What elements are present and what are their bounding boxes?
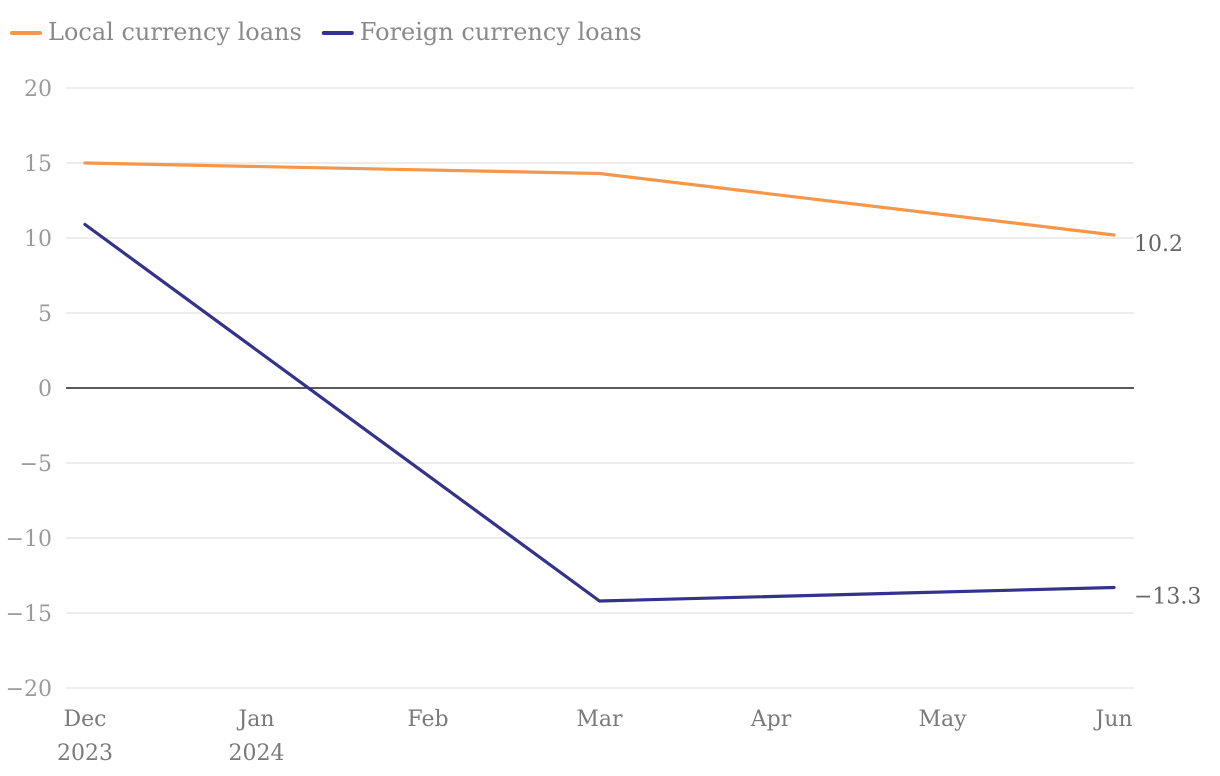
legend-label-1: Foreign currency loans: [360, 18, 642, 46]
x-tick-label: Apr: [750, 707, 792, 732]
legend-label-0: Local currency loans: [48, 18, 302, 46]
y-tick-label: 5: [38, 302, 52, 327]
y-tick-label: 10: [24, 227, 52, 252]
x-tick-label: 2024: [229, 741, 285, 766]
y-tick-label: −20: [6, 677, 52, 702]
x-tick-label: Dec: [64, 707, 107, 732]
x-tick-label: Feb: [407, 707, 448, 732]
y-tick-label: −10: [6, 527, 52, 552]
end-value-label-0: 10.2: [1134, 232, 1183, 257]
end-value-label-1: −13.3: [1134, 585, 1201, 610]
x-tick-label: May: [918, 707, 967, 732]
y-tick-label: 0: [38, 377, 52, 402]
series-line-1: [83, 222, 1116, 603]
y-tick-label: 20: [24, 77, 52, 102]
x-tick-label: 2023: [57, 741, 113, 766]
x-tick-label: Mar: [576, 707, 623, 732]
y-tick-label: 15: [24, 152, 52, 177]
x-tick-label: Jan: [236, 707, 274, 732]
x-tick-label: Jun: [1093, 707, 1132, 732]
y-tick-label: −5: [20, 452, 52, 477]
series-line-0: [83, 161, 1116, 237]
y-tick-label: −15: [6, 602, 52, 627]
